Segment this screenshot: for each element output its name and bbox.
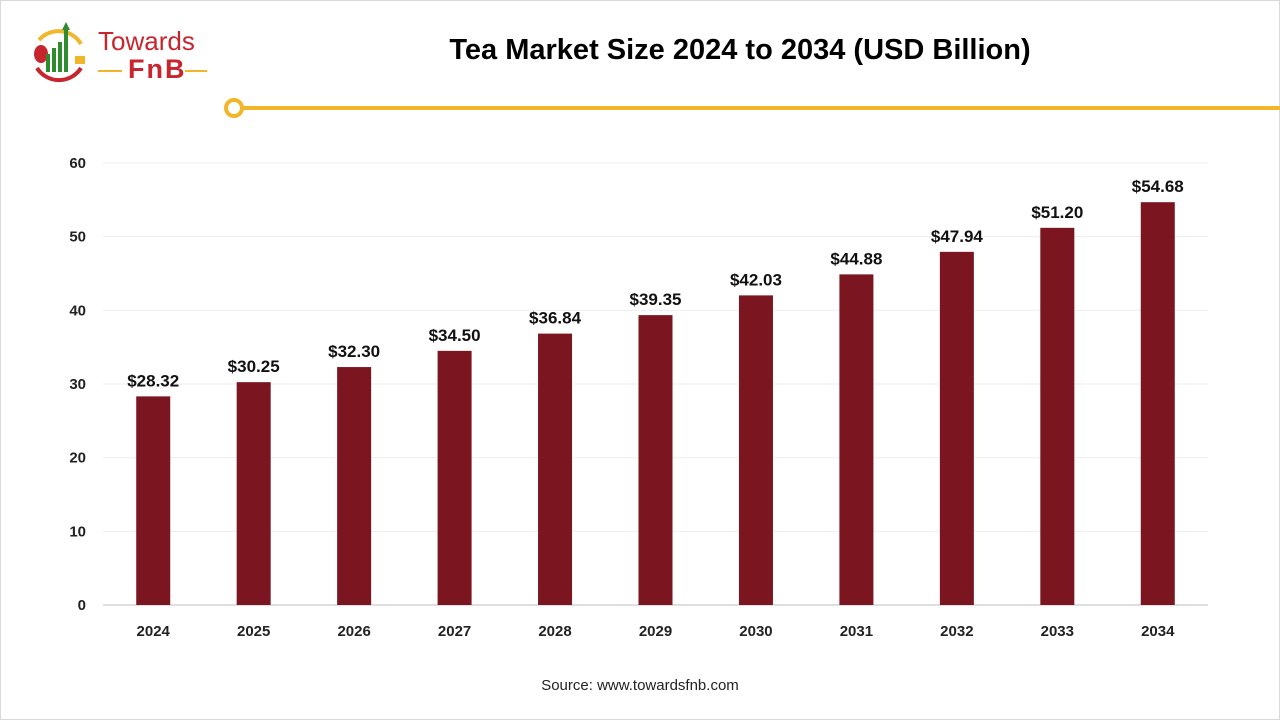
bar (738, 295, 773, 605)
y-tick-label: 60 (69, 155, 86, 172)
logo-text-fnb: FnB (128, 54, 187, 84)
data-label: $32.30 (328, 342, 380, 361)
data-label: $39.35 (630, 290, 682, 309)
data-label: $36.84 (529, 309, 582, 328)
logo-emblem-icon (34, 22, 85, 83)
x-tick-label: 2029 (639, 623, 672, 640)
bar (1040, 227, 1075, 605)
bar (538, 333, 573, 605)
x-tick-label: 2026 (337, 623, 370, 640)
y-tick-label: 10 (69, 523, 86, 540)
bar (337, 367, 372, 605)
source-note: Source: www.towardsfnb.com (541, 677, 739, 694)
bar (638, 315, 673, 605)
x-tick-label: 2024 (137, 623, 171, 640)
data-label: $30.25 (228, 357, 280, 376)
bar (437, 350, 472, 605)
data-label: $51.20 (1031, 203, 1083, 222)
decor-circle (224, 98, 244, 118)
bar (136, 396, 171, 605)
logo-rule-left (98, 70, 122, 72)
x-tick-label: 2030 (739, 623, 772, 640)
data-label: $42.03 (730, 270, 782, 289)
y-tick-label: 0 (78, 597, 86, 614)
data-label: $44.88 (830, 249, 882, 268)
data-label: $28.32 (127, 371, 179, 390)
logo-text-towards: Towards (98, 26, 195, 56)
bar (1140, 202, 1175, 605)
data-label: $54.68 (1132, 177, 1184, 196)
x-tick-label: 2027 (438, 623, 471, 640)
x-tick-label: 2025 (237, 623, 270, 640)
data-label: $47.94 (931, 227, 984, 246)
bar (236, 382, 271, 605)
towards-fnb-logo: Towards FnB (25, 18, 215, 88)
y-tick-label: 50 (69, 229, 86, 246)
y-tick-label: 40 (69, 302, 86, 319)
data-label: $34.50 (429, 326, 481, 345)
x-tick-label: 2034 (1141, 623, 1175, 640)
logo-rule-right (185, 70, 207, 72)
x-tick-label: 2028 (538, 623, 571, 640)
x-tick-label: 2031 (840, 623, 873, 640)
x-tick-label: 2032 (940, 623, 973, 640)
y-tick-label: 30 (69, 376, 86, 393)
bar (839, 274, 874, 605)
chart-title: Tea Market Size 2024 to 2034 (USD Billio… (449, 34, 1031, 66)
y-tick-label: 20 (69, 450, 86, 467)
x-tick-label: 2033 (1041, 623, 1074, 640)
bar (939, 251, 974, 606)
